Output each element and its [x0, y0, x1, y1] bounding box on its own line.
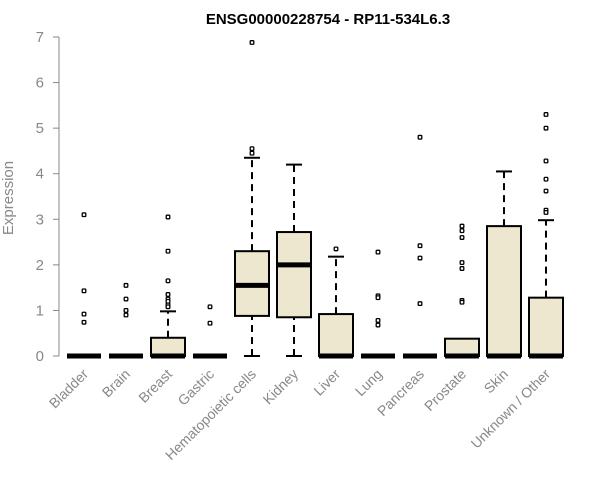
- x-tick-label: Kidney: [260, 366, 302, 408]
- outlier-point: [249, 150, 255, 156]
- box-6: [318, 246, 354, 359]
- y-axis: 0 1 2 3 4 5 6 7: [36, 29, 60, 365]
- outlier-point: [123, 307, 129, 313]
- outlier-point: [417, 301, 423, 307]
- y-tick-label: 2: [36, 257, 44, 274]
- y-tick-label: 6: [36, 75, 44, 92]
- outlier-point: [417, 134, 423, 140]
- box-0: [67, 212, 101, 359]
- x-tick-label: Liver: [310, 366, 343, 399]
- outlier-point: [249, 146, 255, 152]
- outlier-point: [459, 260, 465, 266]
- outlier-point: [459, 266, 465, 271]
- outlier-point: [81, 311, 87, 317]
- x-tick-label: Breast: [135, 366, 175, 406]
- box-1: [109, 282, 143, 359]
- box-rect: [444, 337, 480, 358]
- outlier-point: [417, 243, 423, 249]
- outlier-point: [543, 158, 549, 164]
- x-tick-label: Bladder: [46, 366, 92, 412]
- y-axis-label: Expression: [0, 161, 17, 235]
- y-tick-label: 3: [36, 211, 44, 228]
- outlier-point: [333, 246, 339, 252]
- box-3: [193, 304, 227, 359]
- outlier-point: [375, 322, 381, 328]
- x-tick-label: Brain: [99, 366, 133, 400]
- outlier-point: [81, 212, 87, 218]
- outlier-point: [543, 188, 549, 194]
- chart-title: ENSG00000228754 - RP11-534L6.3: [206, 11, 450, 28]
- outlier-point: [165, 248, 171, 254]
- y-tick-label: 5: [36, 120, 44, 137]
- outlier-point: [123, 312, 129, 318]
- outlier-point: [165, 304, 171, 310]
- box-rect: [150, 336, 186, 357]
- outlier-point: [375, 249, 381, 255]
- outlier-point: [375, 295, 381, 301]
- x-tick-label: Unknown / Other: [468, 366, 554, 452]
- outlier-point: [459, 228, 465, 234]
- box-rect: [318, 313, 354, 357]
- box-rect: [528, 296, 564, 358]
- outlier-point: [81, 288, 87, 294]
- outlier-point: [207, 304, 213, 310]
- x-tick-label: Pancreas: [374, 366, 427, 419]
- outlier-point: [543, 112, 549, 117]
- outlier-point: [123, 282, 129, 288]
- box-8: [403, 134, 437, 359]
- y-tick-label: 1: [36, 302, 44, 319]
- outlier-point: [81, 319, 87, 325]
- box-7: [361, 249, 395, 359]
- outlier-point: [543, 209, 549, 215]
- outlier-point: [459, 235, 465, 240]
- y-tick-label: 4: [36, 166, 44, 183]
- outlier-point: [417, 255, 423, 261]
- y-tick-label: 7: [36, 29, 44, 46]
- x-tick-label: Lung: [352, 366, 385, 399]
- outlier-point: [543, 176, 549, 182]
- x-tick-label: Skin: [481, 366, 512, 397]
- box-10: [486, 170, 522, 359]
- outlier-point: [123, 296, 129, 302]
- outlier-point: [249, 40, 255, 45]
- box-2: [150, 214, 186, 359]
- box-4: [234, 40, 270, 357]
- box-rect: [276, 231, 312, 319]
- x-tick-label: Prostate: [421, 366, 469, 414]
- box-11: [528, 112, 564, 359]
- outlier-point: [207, 320, 213, 326]
- boxes-group: [67, 40, 564, 359]
- y-tick-label: 0: [36, 348, 44, 365]
- outlier-point: [165, 214, 171, 220]
- outlier-point: [165, 278, 171, 284]
- box-5: [276, 163, 312, 357]
- box-9: [444, 223, 480, 359]
- outlier-point: [543, 125, 549, 131]
- outlier-point: [165, 292, 171, 297]
- outlier-point: [375, 318, 381, 323]
- outlier-point: [459, 299, 465, 305]
- outlier-point: [459, 223, 465, 229]
- box-rect: [486, 225, 522, 357]
